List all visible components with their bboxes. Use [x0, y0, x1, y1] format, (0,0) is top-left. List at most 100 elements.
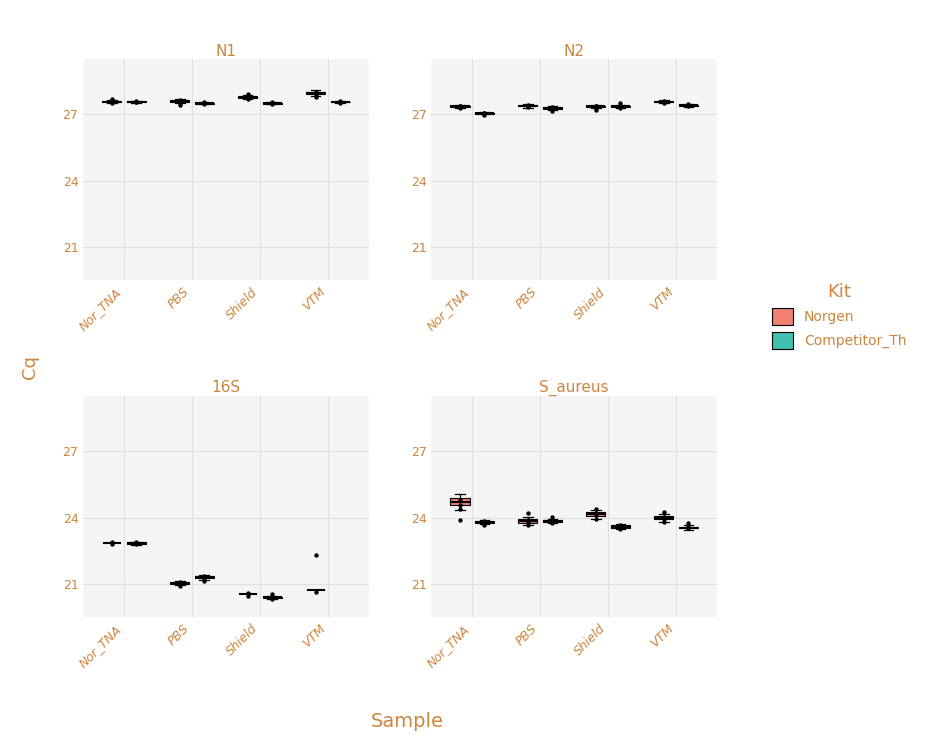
Point [681, 520, 696, 532]
Point [308, 586, 323, 598]
Point [333, 96, 348, 107]
Bar [475, 112, 494, 113]
Point [172, 99, 187, 111]
Point [545, 511, 560, 523]
Bar [330, 101, 350, 102]
Point [197, 570, 212, 582]
Point [240, 587, 255, 598]
Point [588, 512, 603, 524]
Bar [194, 576, 214, 578]
Bar [170, 582, 190, 584]
Bar [170, 100, 190, 102]
Bar [543, 520, 561, 522]
Point [681, 517, 696, 528]
Point [545, 101, 560, 113]
Bar [654, 516, 673, 520]
Text: Cq: Cq [20, 356, 39, 379]
Point [129, 536, 143, 548]
Point [265, 97, 279, 109]
Point [521, 99, 536, 111]
Point [613, 520, 628, 531]
Bar [194, 103, 214, 104]
Legend: Norgen, Competitor_Th: Norgen, Competitor_Th [765, 276, 913, 356]
Bar [543, 107, 561, 109]
Point [452, 514, 467, 526]
Point [545, 102, 560, 114]
Point [105, 97, 119, 109]
Point [477, 107, 492, 118]
Point [240, 88, 255, 100]
Point [240, 90, 255, 102]
Bar [103, 101, 121, 102]
Point [657, 511, 672, 523]
Point [308, 87, 323, 99]
Point [545, 517, 560, 529]
Point [308, 549, 323, 561]
Bar [518, 520, 537, 523]
Point [105, 538, 119, 550]
Bar [263, 103, 282, 104]
Point [172, 94, 187, 106]
Bar [127, 101, 146, 102]
Point [452, 101, 467, 112]
Point [172, 576, 187, 588]
Point [333, 97, 348, 109]
Point [588, 101, 603, 113]
Point [129, 96, 143, 108]
Point [477, 110, 492, 121]
Point [657, 96, 672, 107]
Point [105, 93, 119, 105]
Point [657, 97, 672, 109]
Point [521, 507, 536, 519]
Point [657, 506, 672, 518]
Point [613, 101, 628, 112]
Point [105, 536, 119, 548]
Point [265, 591, 279, 603]
Point [240, 91, 255, 103]
Point [657, 513, 672, 525]
Point [521, 514, 536, 526]
Point [477, 516, 492, 528]
Point [681, 98, 696, 110]
Point [197, 97, 212, 109]
Point [265, 588, 279, 600]
Point [129, 96, 143, 107]
Point [129, 537, 143, 549]
Point [265, 96, 279, 108]
Point [129, 538, 143, 550]
Bar [610, 526, 630, 528]
Point [521, 100, 536, 112]
Bar [450, 106, 470, 107]
Point [105, 96, 119, 107]
Bar [475, 521, 494, 523]
Point [521, 516, 536, 528]
Point [588, 100, 603, 112]
Text: Sample: Sample [371, 712, 443, 731]
Bar [306, 92, 326, 94]
Point [308, 90, 323, 101]
Point [477, 519, 492, 531]
Point [613, 523, 628, 534]
Point [588, 507, 603, 519]
Point [657, 95, 672, 107]
Point [657, 516, 672, 528]
Point [545, 515, 560, 527]
Point [308, 86, 323, 98]
Point [240, 589, 255, 601]
Bar [586, 512, 606, 516]
Point [452, 101, 467, 113]
Point [613, 97, 628, 109]
Point [105, 95, 119, 107]
Point [521, 519, 536, 531]
Point [265, 592, 279, 604]
Point [588, 509, 603, 521]
Point [613, 101, 628, 113]
Point [197, 572, 212, 584]
Point [172, 577, 187, 589]
Point [308, 91, 323, 103]
Point [681, 99, 696, 111]
Point [681, 101, 696, 112]
Point [240, 93, 255, 104]
Point [452, 494, 467, 506]
Point [197, 575, 212, 587]
